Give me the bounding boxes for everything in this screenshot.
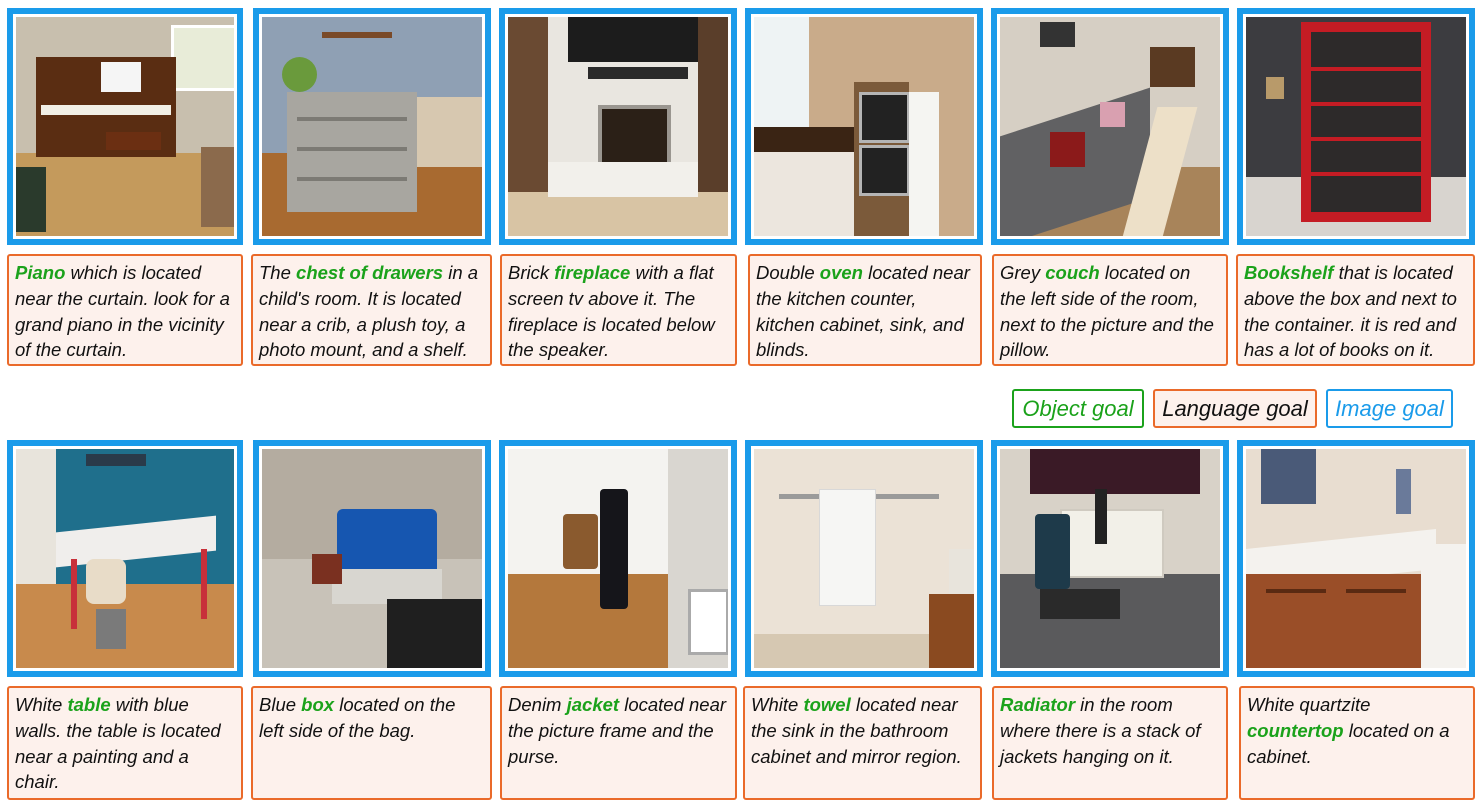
oven-scene: [754, 17, 974, 236]
language-goal-caption: The chest of drawers in a child's room. …: [251, 254, 492, 366]
language-goal-caption: White table with blue walls. the table i…: [7, 686, 243, 800]
image-goal-frame: [499, 8, 737, 245]
image-goal-frame: [253, 440, 491, 677]
object-goal-word: towel: [803, 694, 851, 715]
object-goal-word: oven: [819, 262, 863, 283]
object-goal-word: jacket: [566, 694, 620, 715]
object-goal-word: table: [67, 694, 111, 715]
chest-of-drawers-scene: [262, 17, 482, 236]
language-goal-caption: White towel located near the sink in the…: [743, 686, 982, 800]
language-goal-caption: Blue box located on the left side of the…: [251, 686, 492, 800]
language-goal-caption: White quartzite countertop located on a …: [1239, 686, 1475, 800]
image-goal-frame: [7, 440, 243, 677]
towel-scene: [754, 449, 974, 668]
object-goal-word: Bookshelf: [1244, 262, 1334, 283]
legend-object-goal: Object goal: [1012, 389, 1144, 428]
image-goal-frame: [991, 440, 1229, 677]
object-goal-word: box: [301, 694, 335, 715]
object-goal-word: countertop: [1247, 719, 1344, 741]
language-goal-caption: Grey couch located on the left side of t…: [992, 254, 1228, 366]
jacket-scene: [508, 449, 728, 668]
language-goal-caption: Radiator in the room where there is a st…: [992, 686, 1228, 800]
image-goal-frame: [499, 440, 737, 677]
table-scene: [16, 449, 234, 668]
object-goal-word: chest of drawers: [296, 262, 444, 283]
legend-language-goal: Language goal: [1153, 389, 1317, 428]
radiator-scene: [1000, 449, 1220, 668]
object-goal-word: couch: [1045, 262, 1100, 283]
image-goal-frame: [745, 8, 983, 245]
image-goal-frame: [1237, 8, 1475, 245]
image-goal-frame: [1237, 440, 1475, 677]
language-goal-caption: Brick fireplace with a flat screen tv ab…: [500, 254, 737, 366]
object-goal-word: fireplace: [554, 262, 631, 283]
couch-scene: [1000, 17, 1220, 236]
language-goal-caption: Piano which is located near the curtain.…: [7, 254, 243, 366]
box-scene: [262, 449, 482, 668]
fireplace-scene: [508, 17, 728, 236]
language-goal-caption: Double oven located near the kitchen cou…: [748, 254, 982, 366]
image-goal-frame: [253, 8, 491, 245]
object-goal-word: Radiator: [1000, 694, 1076, 715]
image-goal-frame: [991, 8, 1229, 245]
image-goal-frame: [7, 8, 243, 245]
image-goal-frame: [745, 440, 983, 677]
object-goal-word: Piano: [15, 262, 66, 283]
countertop-scene: [1246, 449, 1466, 668]
legend-image-goal: Image goal: [1326, 389, 1453, 428]
language-goal-caption: Bookshelf that is located above the box …: [1236, 254, 1475, 366]
piano-scene: [16, 17, 234, 236]
bookshelf-scene: [1246, 17, 1466, 236]
language-goal-caption: Denim jacket located near the picture fr…: [500, 686, 737, 800]
